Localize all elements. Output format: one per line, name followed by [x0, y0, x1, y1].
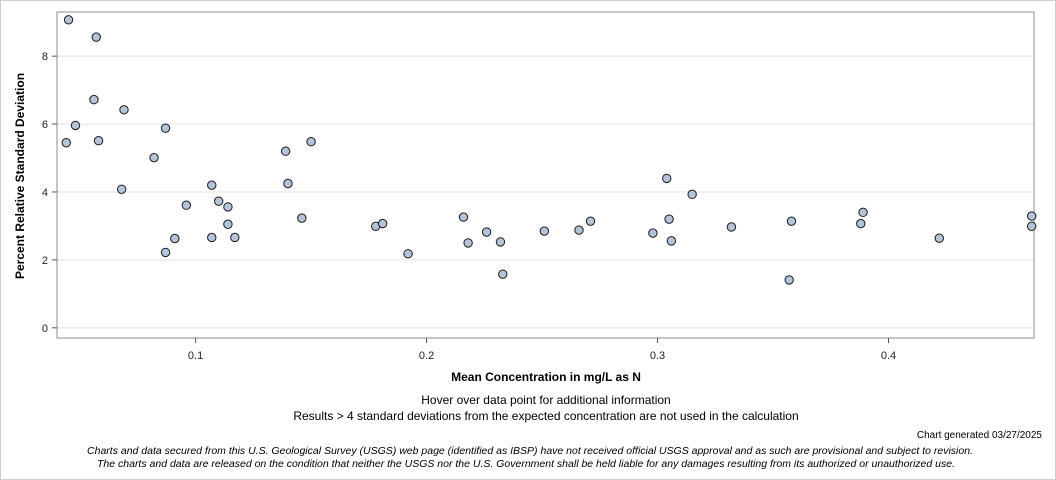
data-point[interactable]: [664, 214, 674, 224]
data-point[interactable]: [377, 218, 388, 229]
x-tick-label: 0.4: [881, 350, 896, 362]
data-point[interactable]: [207, 232, 217, 243]
data-point[interactable]: [89, 94, 99, 105]
data-point[interactable]: [495, 237, 506, 247]
data-point[interactable]: [63, 15, 74, 25]
y-tick-label: 6: [42, 119, 48, 131]
data-point[interactable]: [223, 202, 233, 212]
data-point[interactable]: [662, 173, 672, 184]
data-point[interactable]: [91, 32, 101, 42]
x-tick-label: 0.1: [188, 350, 203, 362]
data-point[interactable]: [856, 218, 866, 229]
data-point[interactable]: [160, 247, 171, 258]
data-point[interactable]: [283, 178, 293, 189]
data-point[interactable]: [585, 216, 596, 226]
hover-note: Hover over data point for additional inf…: [421, 393, 670, 407]
y-tick-label: 0: [42, 323, 48, 335]
disclaimer-line-1: Charts and data secured from this U.S. G…: [87, 445, 973, 457]
data-point[interactable]: [116, 184, 127, 194]
data-point[interactable]: [1026, 221, 1037, 231]
data-point[interactable]: [223, 219, 233, 229]
data-point[interactable]: [403, 249, 413, 259]
data-point[interactable]: [213, 196, 224, 206]
x-axis: 0.1 0.2 0.3 0.4: [188, 338, 896, 362]
x-axis-title: Mean Concentration in mg/L as N: [451, 370, 641, 384]
data-point[interactable]: [539, 226, 550, 236]
data-point[interactable]: [666, 236, 677, 246]
data-point[interactable]: [207, 180, 217, 190]
exclusion-note: Results > 4 standard deviations from the…: [293, 409, 798, 423]
data-point[interactable]: [463, 238, 473, 248]
data-point[interactable]: [93, 136, 104, 146]
data-point[interactable]: [70, 120, 81, 131]
generated-date: Chart generated 03/27/2025: [917, 430, 1043, 441]
data-point[interactable]: [784, 275, 794, 285]
data-point[interactable]: [280, 146, 291, 156]
data-point[interactable]: [170, 233, 180, 244]
data-point[interactable]: [481, 227, 492, 237]
gridlines: [57, 55, 1034, 329]
y-tick-label: 4: [42, 187, 48, 199]
data-point[interactable]: [574, 225, 584, 235]
data-point[interactable]: [648, 228, 658, 238]
y-axis-title: Percent Relative Standard Deviation: [13, 73, 27, 279]
data-point[interactable]: [297, 213, 307, 223]
data-point[interactable]: [726, 222, 737, 232]
x-tick-label: 0.3: [650, 350, 665, 362]
x-tick-label: 0.2: [419, 350, 434, 362]
y-axis: 0 2 4 6 8: [42, 51, 57, 335]
data-point[interactable]: [119, 105, 129, 115]
disclaimer-line-2: The charts and data are released on the …: [97, 458, 955, 470]
data-point[interactable]: [149, 152, 159, 163]
data-point[interactable]: [458, 212, 469, 222]
data-point[interactable]: [306, 137, 316, 147]
data-point[interactable]: [181, 200, 192, 210]
y-tick-label: 8: [42, 51, 48, 63]
data-point[interactable]: [230, 232, 240, 243]
data-point[interactable]: [61, 138, 71, 148]
y-tick-label: 2: [42, 255, 48, 267]
data-point[interactable]: [934, 233, 945, 243]
plot-area: [56, 11, 1035, 339]
data-point[interactable]: [498, 269, 508, 279]
data-point[interactable]: [687, 189, 697, 200]
data-point[interactable]: [1026, 211, 1037, 221]
data-points: [61, 15, 1037, 285]
data-point[interactable]: [160, 123, 171, 133]
data-point[interactable]: [786, 216, 797, 226]
data-point[interactable]: [858, 207, 868, 218]
